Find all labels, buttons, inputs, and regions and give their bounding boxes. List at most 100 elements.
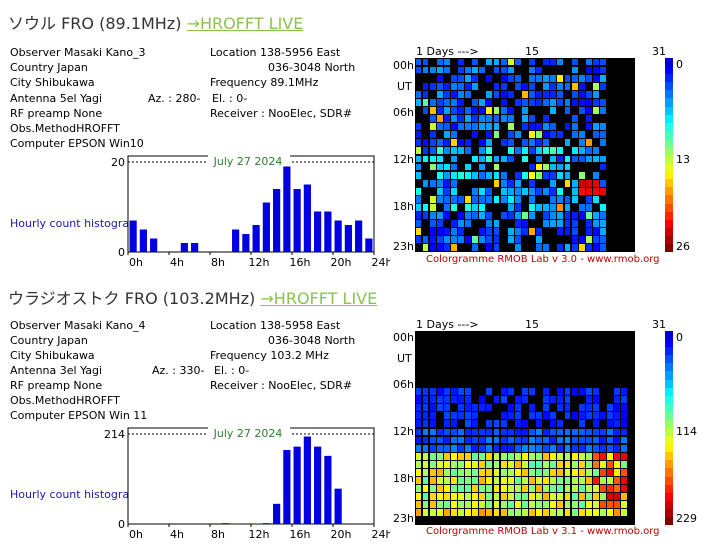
colorgramme-cell — [450, 228, 457, 236]
colorgramme-cell — [472, 195, 479, 203]
histogram-label: Hourly count histogram — [10, 488, 140, 501]
colorgramme-cell — [621, 493, 628, 501]
colorgramme-cell — [600, 485, 606, 492]
colorgramme-cell — [465, 147, 472, 155]
colorgramme-cell — [415, 66, 422, 74]
histogram-bar — [221, 523, 229, 524]
colorgramme-cell — [571, 115, 578, 122]
colorgramme-cell — [429, 460, 436, 468]
colorgramme-cell — [500, 452, 507, 460]
colorgramme-cell — [450, 396, 457, 404]
colorgramme-cell — [557, 244, 564, 252]
colorgramme-cell — [472, 452, 479, 460]
colorgramme-cell — [436, 509, 443, 517]
hrofft-live-link[interactable]: →HROFFT LIVE — [186, 14, 304, 33]
colorgramme-cell — [465, 501, 472, 509]
colorgramme-cell — [600, 66, 606, 74]
colorgramme-cell — [443, 90, 450, 98]
colorgramme-cell — [614, 477, 621, 484]
colorgramme-cell — [472, 509, 479, 517]
colorgramme-cell — [543, 485, 550, 492]
colorgramme-cell — [465, 404, 472, 412]
x-tick-label: 20h — [331, 256, 352, 269]
colorgramme-cell — [493, 155, 500, 163]
colorgramme-cell — [578, 428, 585, 436]
colorgramme-cell — [507, 123, 514, 131]
frequency-text: Frequency 89.1MHz — [210, 76, 319, 89]
colorgramme-cell — [500, 444, 507, 452]
histogram-bar — [252, 225, 260, 252]
colorgramme-cell — [507, 147, 514, 155]
histogram-bar — [191, 243, 199, 252]
colorgramme-cell — [479, 171, 486, 179]
colorgramme-cell — [536, 131, 543, 139]
colorgramme-cell — [486, 420, 493, 428]
colorgramme-cell — [472, 493, 479, 501]
colorgramme-cell — [450, 428, 457, 436]
histogram-bar — [139, 229, 147, 252]
colorgramme-cell — [592, 388, 599, 395]
hourly-histogram: July 27 2024 214 0 0h 4h 8h 12h 16h 20h 24h — [104, 427, 390, 541]
colorgramme-cell — [507, 468, 514, 476]
colorgramme-cell — [514, 404, 521, 412]
hrofft-live-link[interactable]: →HROFFT LIVE — [260, 289, 378, 308]
colorgramme-cell — [607, 460, 613, 468]
colorgramme-cell — [521, 107, 528, 114]
colorgramme-cell — [514, 468, 521, 476]
colorgramme-cell — [493, 244, 500, 252]
colorgramme-cell — [550, 204, 557, 211]
colorgramme-cell — [578, 155, 585, 163]
colorgramme-cell — [479, 501, 486, 509]
colorgramme-cell — [564, 436, 571, 444]
color-scale-swatch — [665, 444, 673, 453]
colorgramme-cell — [521, 428, 528, 436]
colorgramme-cell — [486, 90, 493, 98]
colorgramme-cell — [507, 212, 514, 219]
colorgramme-cell — [415, 412, 422, 420]
colorgramme-cell — [486, 123, 493, 131]
colorgramme-cell — [458, 171, 464, 179]
colorgramme-cell — [429, 98, 436, 106]
colorgramme-cell — [429, 195, 436, 203]
colorgramme-cell — [465, 485, 472, 492]
location-text: Location 138-5956 East — [210, 46, 341, 59]
colorgramme-cell — [436, 468, 443, 476]
colorgramme-cell — [600, 477, 606, 484]
colorgramme-cell — [429, 468, 436, 476]
colorgramme-cell — [472, 468, 479, 476]
colorgramme-cell — [536, 74, 543, 82]
color-scale-swatch — [665, 82, 673, 91]
colorgramme-cell — [529, 195, 535, 203]
colorgramme-cell — [507, 452, 514, 460]
colorgramme-cell — [500, 428, 507, 436]
colorgramme-cell — [443, 131, 450, 139]
colorgramme-cell — [507, 115, 514, 122]
colorgramme-cell — [521, 420, 528, 428]
color-scale-swatch — [665, 98, 673, 107]
colorgramme-cell — [458, 444, 464, 452]
histogram-bar — [365, 238, 373, 252]
colorgramme-cell — [521, 485, 528, 492]
days-header: 1 Days ---> — [416, 318, 479, 331]
colorgramme-cell — [564, 477, 571, 484]
colorgramme-cell — [529, 58, 535, 66]
colorgramme-cell — [479, 195, 486, 203]
colorgramme-cell — [415, 460, 422, 468]
colorgramme-cell — [486, 436, 493, 444]
colorgramme-cell — [486, 131, 493, 139]
colorgramme-cell — [592, 244, 599, 252]
colorgramme-cell — [564, 444, 571, 452]
colorgramme-cell — [600, 493, 606, 501]
colorgramme-cell — [585, 477, 592, 484]
colorgramme-cell — [514, 477, 521, 484]
colorgramme-cell — [543, 477, 550, 484]
colorgramme-cell — [436, 452, 443, 460]
colorgramme-cell — [585, 58, 592, 66]
color-scale-swatch — [665, 122, 673, 132]
colorgramme-cell — [486, 388, 493, 395]
colorgramme-cell — [600, 139, 606, 147]
colorgramme-cell — [500, 493, 507, 501]
colorgramme-cell — [536, 236, 543, 244]
colorgramme-cell — [450, 123, 457, 131]
colorgramme-cell — [472, 212, 479, 219]
